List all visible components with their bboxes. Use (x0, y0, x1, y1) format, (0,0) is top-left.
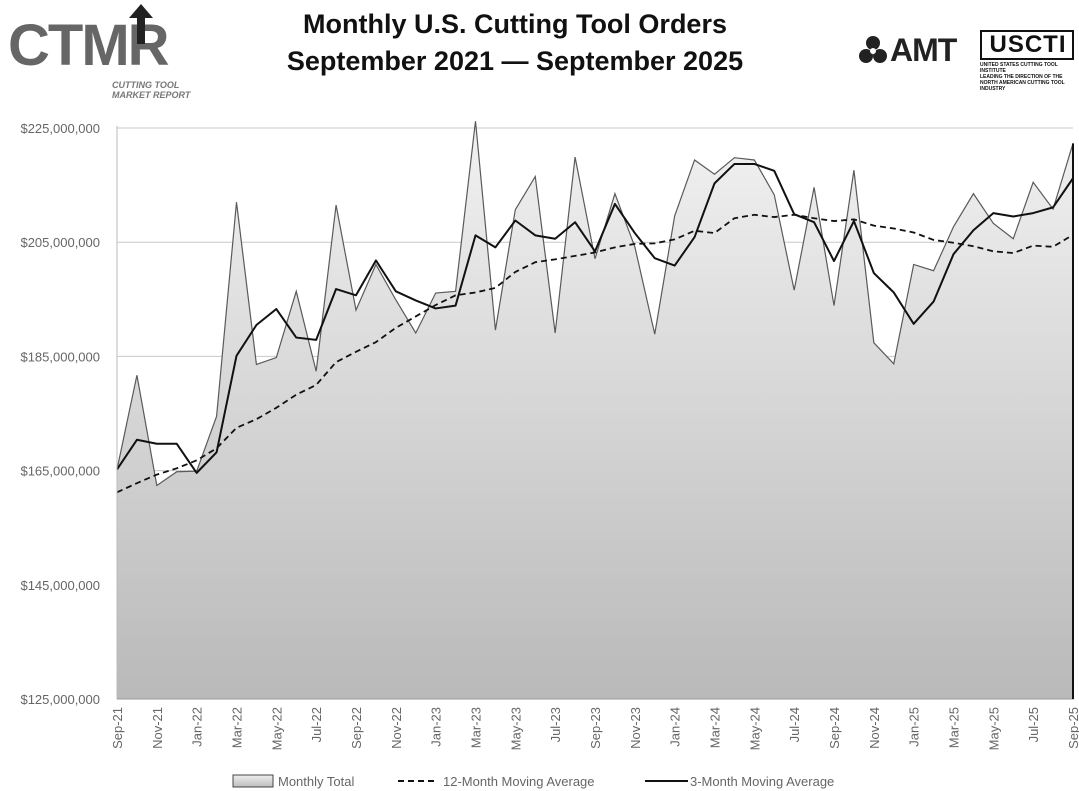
monthly-total-line (116, 121, 1074, 487)
usct-logo-box: USCTI (980, 30, 1074, 60)
usct-logo: USCTI UNITED STATES CUTTING TOOL INSTITU… (980, 30, 1076, 92)
axes-layer (116, 126, 1074, 700)
monthly-total-area-layer (116, 121, 1074, 699)
legend: Monthly Total 12-Month Moving Average 3-Mo… (232, 774, 834, 789)
usct-logo-text: USCTI (989, 31, 1067, 58)
x-tick-label: Sep-23 (588, 707, 603, 749)
x-tick-label: Jul-24 (787, 707, 802, 742)
y-tick-label: $185,000,000 (20, 349, 100, 364)
y-tick-label: $205,000,000 (20, 235, 100, 250)
x-tick-label: Jan-25 (907, 707, 922, 747)
x-tick-label: Nov-23 (628, 707, 643, 749)
x-tick-label: Jul-25 (1026, 707, 1041, 742)
y-tick-label: $225,000,000 (20, 121, 100, 136)
moving-average-12m-line (116, 213, 1074, 494)
x-tick-label: Mar-23 (469, 707, 484, 748)
x-tick-label: Nov-21 (150, 707, 165, 749)
x-tick-label: Jan-24 (668, 707, 683, 747)
x-tick-label: May-24 (747, 707, 762, 750)
x-axis-ticks: Sep-21 Nov-21 Jan-22 Mar-22 May-22 Jul-22 Sep-… (110, 707, 1079, 750)
amt-logo-text: AMT (890, 32, 957, 68)
y-tick-label: $125,000,000 (20, 692, 100, 707)
y-tick-label: $145,000,000 (20, 578, 100, 593)
x-tick-label: Sep-21 (110, 707, 125, 749)
x-tick-label: Mar-24 (708, 707, 723, 748)
y-tick-label: $165,000,000 (20, 464, 100, 479)
x-tick-label: Mar-22 (230, 707, 245, 748)
legend-swatch-monthly-total (232, 774, 274, 788)
chart-title: Monthly U.S. Cutting Tool Orders Septemb… (240, 6, 790, 80)
x-tick-label: Sep-24 (827, 707, 842, 749)
moving-average-3m-line (116, 162, 1074, 474)
x-tick-label: Nov-24 (867, 707, 882, 749)
chart-title-line1: Monthly U.S. Cutting Tool Orders (303, 9, 727, 39)
usct-logo-subtitle: UNITED STATES CUTTING TOOL INSTITUTE LEA… (980, 62, 1065, 92)
legend-label-3m-average: 3-Month Moving Average (690, 774, 834, 789)
x-tick-label: Mar-25 (947, 707, 962, 748)
ctmr-logo: CTMR Cutting Tool Market Report (8, 4, 203, 100)
legend-label-monthly-total: Monthly Total (278, 774, 354, 789)
x-tick-label: Jul-22 (309, 707, 324, 742)
moving-average-lines-layer (116, 162, 1074, 494)
x-tick-label: Jan-23 (429, 707, 444, 747)
x-tick-label: May-22 (269, 707, 284, 750)
x-tick-label: Jul-23 (548, 707, 563, 742)
legend-label-12m-average: 12-Month Moving Average (443, 774, 595, 789)
ctmr-logo-subtitle: Cutting Tool Market Report (112, 80, 191, 100)
x-tick-label: May-23 (508, 707, 523, 750)
amt-emblem-icon (859, 36, 887, 63)
y-axis-ticks: $125,000,000 $145,000,000 $165,000,000 $185… (20, 121, 100, 707)
monthly-total-area (117, 121, 1073, 699)
x-tick-label: May-25 (986, 707, 1001, 750)
chart-header: CTMR Cutting Tool Market Report Monthly … (0, 0, 1079, 110)
x-tick-label: Nov-22 (389, 707, 404, 749)
x-tick-label: Sep-25 (1066, 707, 1079, 749)
x-tick-label: Jan-22 (190, 707, 205, 747)
ctmr-arrow-icon (129, 4, 153, 44)
x-tick-label: Sep-22 (349, 707, 364, 749)
chart-title-line2: September 2021 — September 2025 (286, 46, 744, 76)
